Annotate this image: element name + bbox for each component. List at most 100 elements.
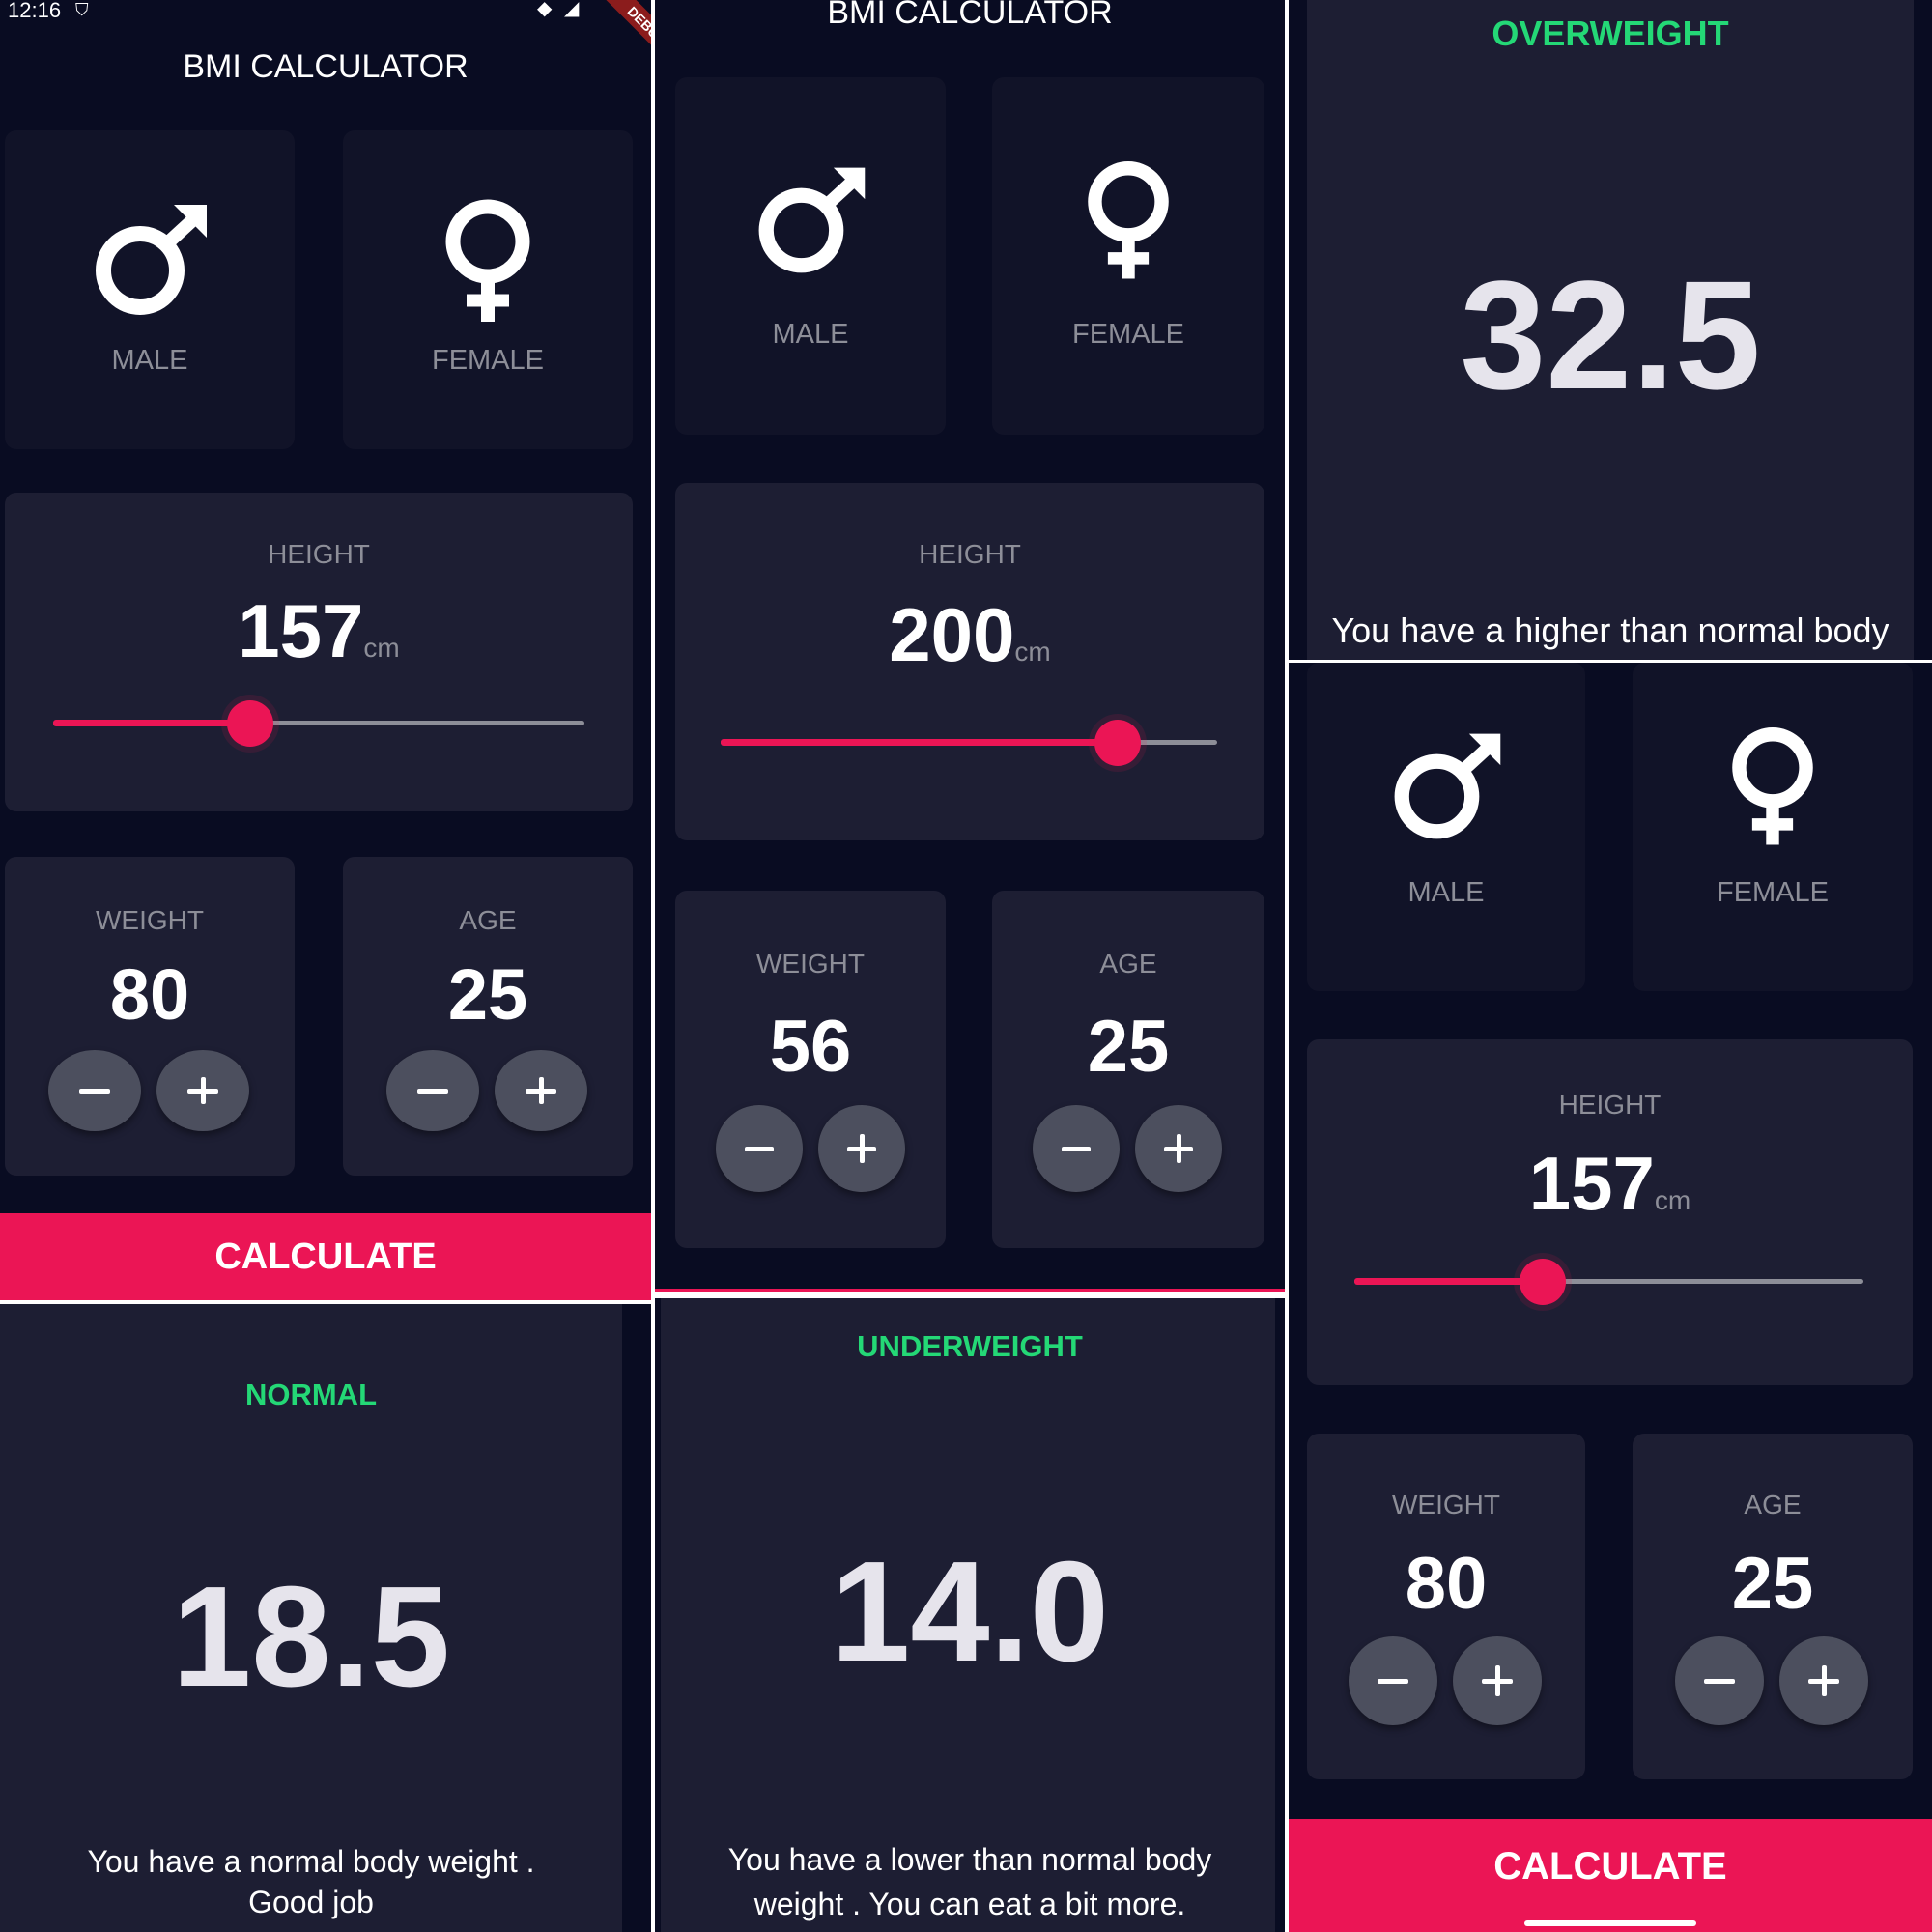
result-card [0, 1304, 622, 1932]
age-card: AGE 25 [992, 891, 1264, 1248]
height-number: 157 [1528, 1141, 1655, 1226]
weight-minus-button[interactable] [48, 1050, 141, 1131]
weight-value: 56 [769, 1006, 852, 1088]
height-label: HEIGHT [268, 539, 370, 569]
calculate-button[interactable]: CALCULATE [1289, 1819, 1932, 1932]
minus-icon [78, 1088, 111, 1094]
weight-plus-button[interactable] [156, 1050, 249, 1131]
age-plus-button[interactable] [1779, 1636, 1868, 1725]
result-text-line-1: You have a normal body weight . [87, 1844, 535, 1879]
minus-icon [1704, 1678, 1735, 1684]
weight-value: 80 [109, 954, 190, 1035]
age-label: AGE [459, 905, 517, 935]
result-interpretation: You have a lower than normal body weight… [655, 1837, 1285, 1926]
minus-icon [1378, 1678, 1408, 1684]
result-status: UNDERWEIGHT [857, 1329, 1083, 1363]
male-symbol-icon [758, 167, 866, 273]
age-minus-button[interactable] [386, 1050, 479, 1131]
age-minus-button[interactable] [1033, 1105, 1120, 1192]
height-slider[interactable] [53, 700, 584, 747]
female-card[interactable]: FEMALE [992, 77, 1264, 435]
weight-minus-button[interactable] [1349, 1636, 1437, 1725]
minus-icon [744, 1146, 775, 1151]
age-plus-button[interactable] [495, 1050, 587, 1131]
age-label: AGE [1099, 949, 1157, 979]
screen-input-1: 12:16 ⛉ ◆ ◢ DEBUG BMI CALCULATOR MALE FE… [0, 0, 651, 1300]
age-value: 25 [447, 954, 528, 1035]
result-bmi-value: 18.5 [171, 1557, 451, 1717]
height-unit: cm [1654, 1185, 1691, 1215]
male-card[interactable]: MALE [1307, 663, 1585, 991]
weight-label: WEIGHT [96, 905, 204, 935]
male-label: MALE [111, 345, 188, 376]
male-label: MALE [772, 319, 849, 350]
age-card: AGE 25 [1633, 1434, 1913, 1779]
result-card [661, 1298, 1275, 1932]
result-bmi-value: 14.0 [830, 1532, 1110, 1691]
female-symbol-icon [1088, 161, 1169, 279]
male-card[interactable]: MALE [5, 130, 295, 449]
height-value: 157cm [5, 587, 633, 675]
slider-fill [1354, 1278, 1543, 1285]
result-card [1307, 0, 1914, 660]
male-card[interactable]: MALE [675, 77, 946, 435]
result-text-line-2: weight . You can eat a bit more. [753, 1887, 1186, 1921]
signal-icon: ◢ [564, 0, 580, 19]
female-label: FEMALE [1716, 877, 1830, 908]
result-status: NORMAL [244, 1378, 378, 1411]
result-screen-normal: NORMAL 18.5 You have a normal body weigh… [0, 1304, 651, 1932]
weight-card: WEIGHT 56 [675, 891, 946, 1248]
weight-label: WEIGHT [756, 949, 865, 979]
weight-plus-button[interactable] [1453, 1636, 1542, 1725]
result-text-line-2: Good job [248, 1885, 374, 1919]
age-minus-button[interactable] [1675, 1636, 1764, 1725]
female-label: FEMALE [431, 345, 545, 376]
status-time: 12:16 [8, 0, 62, 22]
height-label: HEIGHT [919, 539, 1021, 569]
slider-fill [53, 720, 250, 726]
result-interpretation: You have a normal body weight . Good job [0, 1841, 622, 1922]
result-text-line-1: You have a lower than normal body [727, 1842, 1212, 1877]
minus-icon [1061, 1146, 1092, 1151]
minus-icon [416, 1088, 449, 1094]
female-label: FEMALE [1071, 319, 1185, 350]
calculate-button[interactable]: CALCULATE [0, 1213, 651, 1300]
weight-value: 80 [1405, 1543, 1488, 1625]
height-value: 200cm [675, 591, 1264, 679]
age-value: 25 [1087, 1006, 1170, 1088]
slider-thumb[interactable] [226, 700, 273, 747]
weight-card: WEIGHT 80 [5, 857, 295, 1176]
weight-minus-button[interactable] [716, 1105, 803, 1192]
age-value: 25 [1731, 1543, 1814, 1625]
height-card: HEIGHT 157cm [5, 493, 633, 811]
wifi-icon: ◆ [537, 0, 553, 19]
height-slider[interactable] [721, 720, 1217, 766]
home-indicator [1524, 1920, 1696, 1926]
height-label: HEIGHT [1558, 1090, 1662, 1120]
result-status: OVERWEIGHT [1492, 14, 1729, 53]
age-plus-button[interactable] [1135, 1105, 1222, 1192]
slider-thumb[interactable] [1094, 720, 1142, 766]
app-title: BMI CALCULATOR [183, 48, 469, 85]
male-symbol-icon [96, 205, 207, 315]
age-card: AGE 25 [343, 857, 633, 1176]
weight-plus-button[interactable] [818, 1105, 905, 1192]
female-card[interactable]: FEMALE [343, 130, 633, 449]
age-label: AGE [1744, 1490, 1802, 1520]
male-symbol-icon [1394, 733, 1501, 839]
female-card[interactable]: FEMALE [1633, 663, 1913, 991]
female-symbol-icon [445, 199, 530, 322]
screen-input-3: MALE FEMALE HEIGHT 157cm WEIGHT 80 AGE 2… [1289, 663, 1932, 1932]
height-slider[interactable] [1354, 1259, 1863, 1305]
weight-label: WEIGHT [1392, 1490, 1500, 1520]
result-interpretation: You have a higher than normal body [1331, 611, 1889, 650]
female-symbol-icon [1732, 727, 1813, 845]
calculate-button-edge [655, 1289, 1285, 1292]
status-bar: 12:16 ⛉ ◆ ◢ [0, 0, 651, 22]
slider-thumb[interactable] [1519, 1259, 1566, 1305]
weight-card: WEIGHT 80 [1307, 1434, 1585, 1779]
result-screen-overweight: OVERWEIGHT 32.5 You have a higher than n… [1289, 0, 1932, 660]
result-bmi-value: 32.5 [1460, 248, 1761, 421]
height-number: 200 [889, 592, 1015, 677]
height-unit: cm [1014, 637, 1051, 667]
